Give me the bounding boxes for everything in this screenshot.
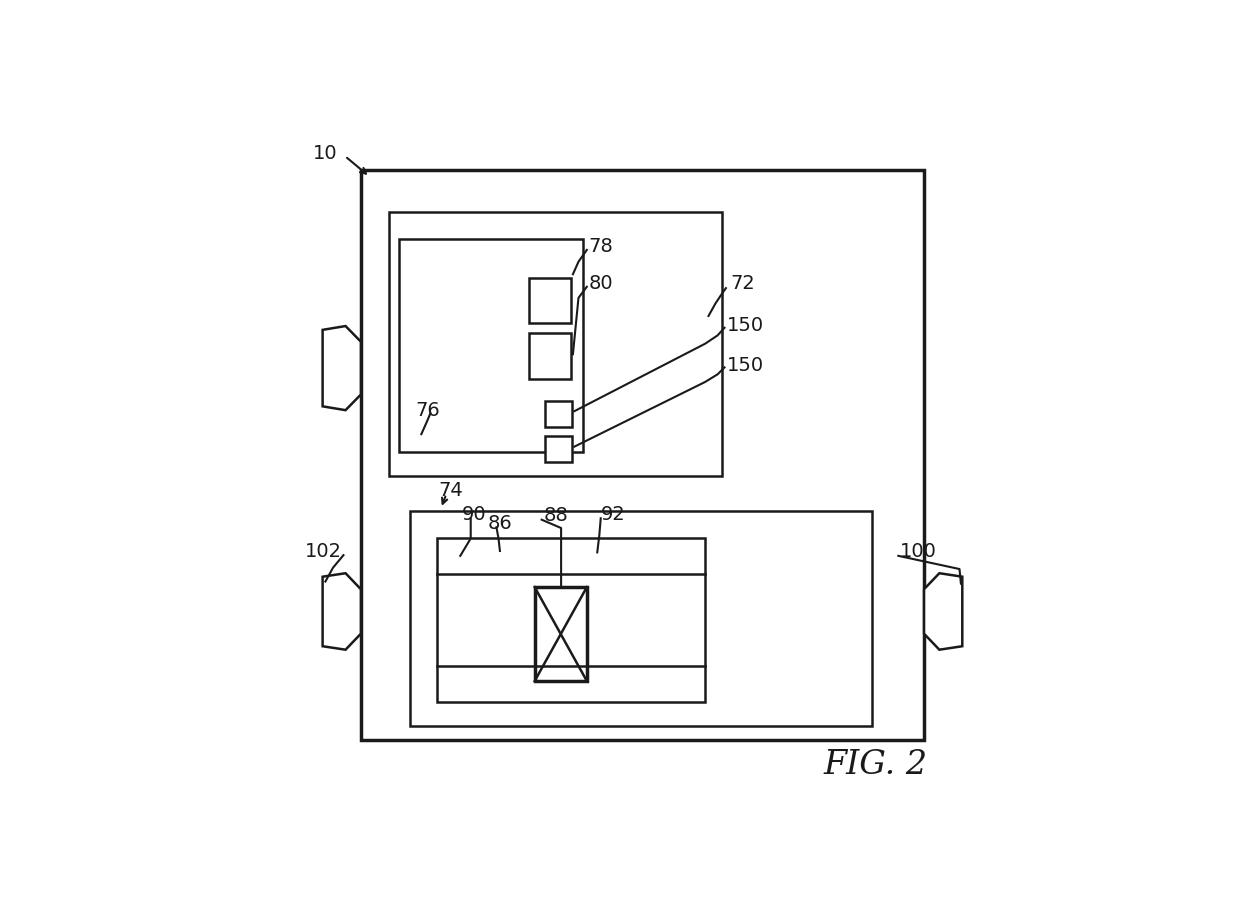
Bar [388,212,723,476]
Bar [529,279,570,324]
Text: 150: 150 [728,355,764,374]
Text: 88: 88 [543,505,568,524]
Polygon shape [924,574,962,650]
Bar [546,436,572,463]
Polygon shape [322,574,361,650]
Bar [546,401,572,428]
Bar [438,538,706,702]
Text: FIG. 2: FIG. 2 [823,749,928,780]
Text: 150: 150 [728,316,764,335]
Bar [399,240,583,452]
Text: 76: 76 [415,400,440,419]
Text: 80: 80 [588,274,613,293]
Polygon shape [322,327,361,410]
Text: 10: 10 [314,144,339,163]
Bar [529,334,570,379]
Text: 86: 86 [487,513,512,532]
Text: 102: 102 [304,542,341,561]
Text: 100: 100 [900,542,936,561]
Bar [534,587,587,681]
Bar [409,511,872,726]
Text: 78: 78 [588,236,613,255]
Text: 92: 92 [600,504,625,523]
Text: 74: 74 [438,481,463,500]
Text: 72: 72 [730,274,755,293]
Text: 90: 90 [461,504,486,523]
Bar [361,170,924,741]
